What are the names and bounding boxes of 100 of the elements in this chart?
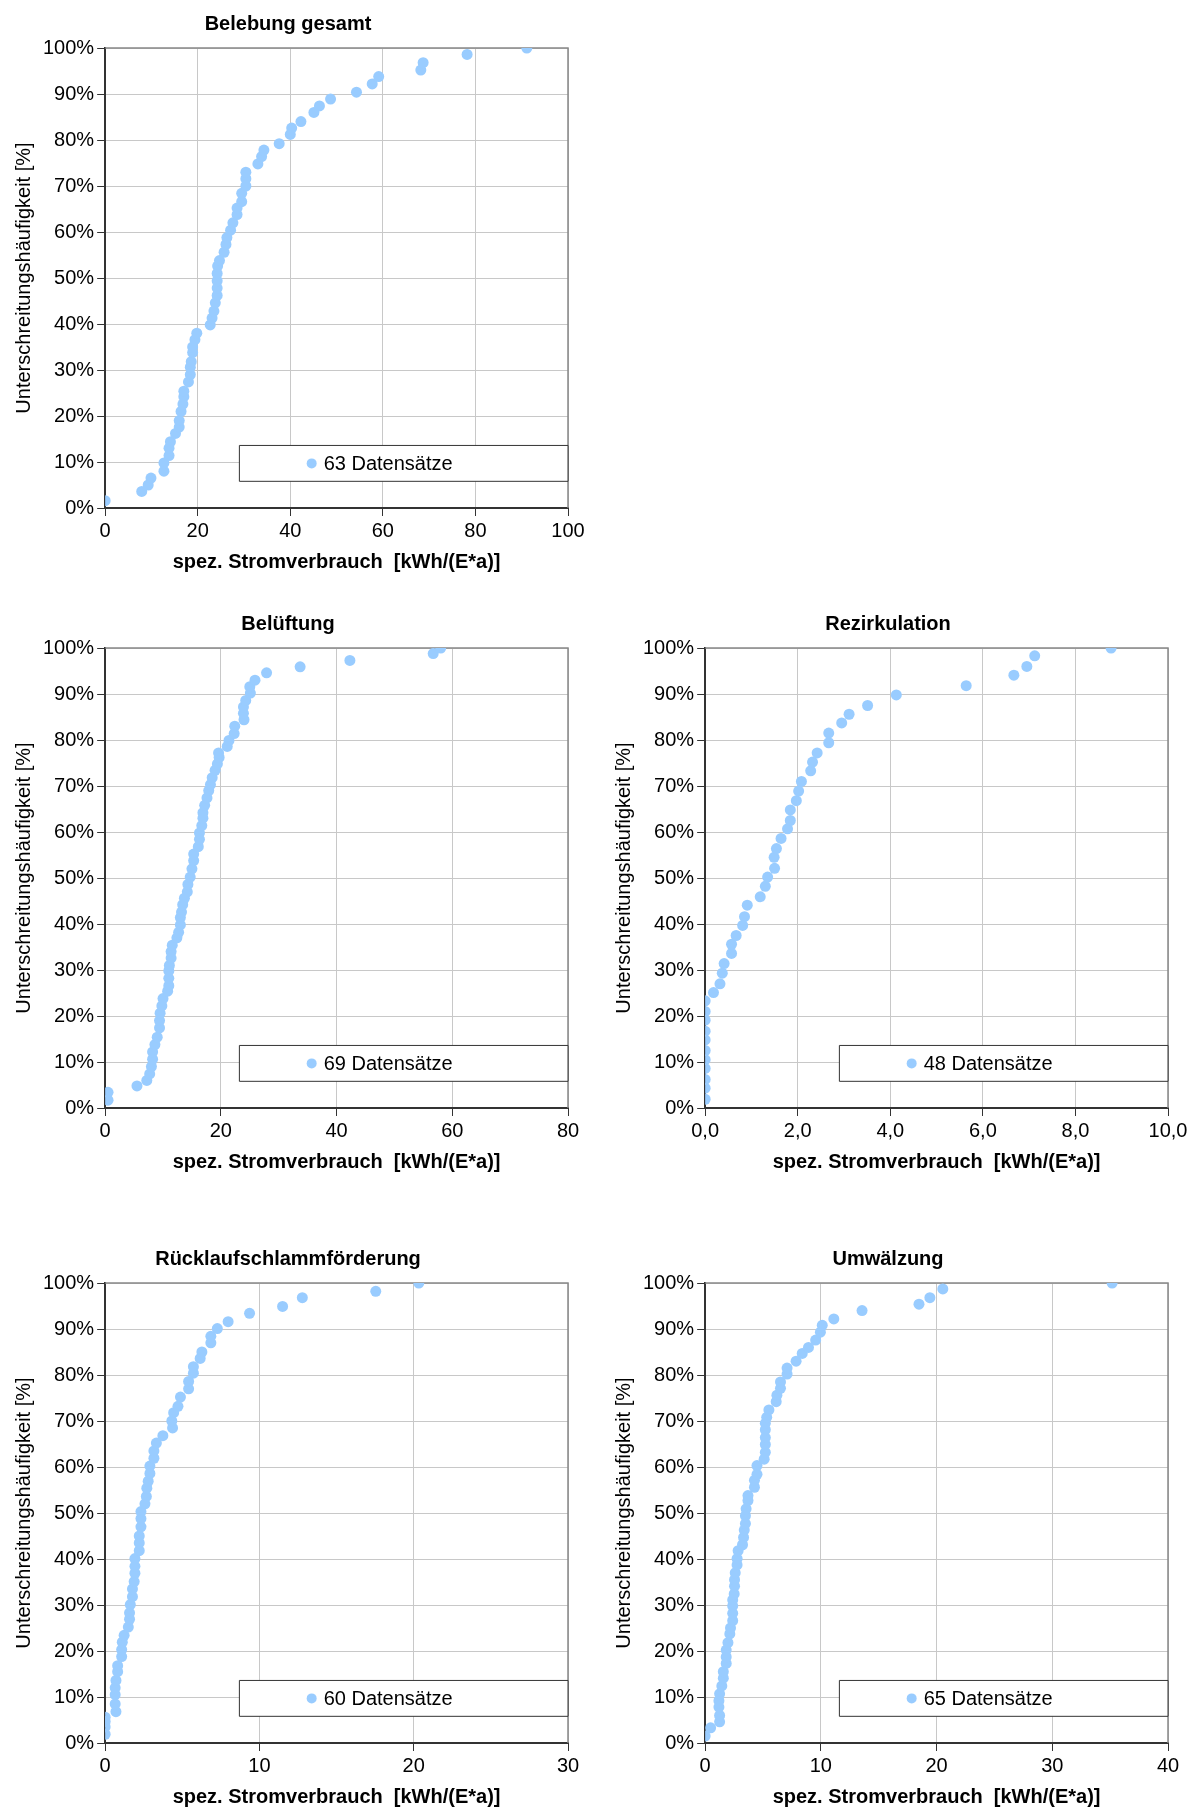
x-tick-label: 30 bbox=[556, 1753, 580, 1776]
legend-label: 65 Datensätze bbox=[923, 1686, 1053, 1709]
y-tick-label: 100% bbox=[643, 1270, 695, 1293]
x-tick-label: 60 bbox=[441, 1118, 464, 1141]
y-tick-label: 10% bbox=[654, 1684, 695, 1707]
point bbox=[823, 727, 835, 739]
y-tick-label: 100% bbox=[43, 635, 95, 658]
y-tick-label: 60% bbox=[54, 219, 95, 242]
point bbox=[811, 747, 823, 759]
y-tick-label: 30% bbox=[654, 1592, 695, 1615]
y-tick-label: 80% bbox=[54, 727, 95, 750]
point bbox=[862, 700, 874, 711]
y-tick-label: 70% bbox=[654, 773, 695, 796]
y-axis-title: Unterschreitungshäufigkeit [%] bbox=[11, 1377, 34, 1649]
y-tick-label: 0% bbox=[65, 1730, 95, 1753]
y-tick-label: 20% bbox=[54, 403, 95, 426]
y-tick-label: 50% bbox=[54, 1500, 95, 1523]
x-tick-label: 40 bbox=[1156, 1753, 1180, 1776]
y-axis-title: Unterschreitungshäufigkeit [%] bbox=[11, 142, 34, 414]
x-tick-label: 6,0 bbox=[968, 1118, 997, 1141]
point bbox=[738, 911, 750, 923]
y-tick-label: 50% bbox=[654, 865, 695, 888]
point bbox=[759, 880, 771, 892]
y-tick-label: 40% bbox=[54, 911, 95, 934]
y-tick-label: 70% bbox=[54, 173, 95, 196]
point bbox=[754, 891, 766, 903]
y-tick-label: 50% bbox=[54, 865, 95, 888]
chart-title: Umwälzung bbox=[832, 1246, 944, 1269]
x-tick-label: 20 bbox=[209, 1118, 232, 1141]
y-tick-label: 20% bbox=[654, 1638, 695, 1661]
x-tick-label: 80 bbox=[556, 1118, 580, 1141]
y-tick-label: 60% bbox=[654, 1454, 695, 1477]
y-tick-label: 50% bbox=[654, 1500, 695, 1523]
point bbox=[770, 843, 782, 855]
point bbox=[716, 967, 728, 979]
point bbox=[726, 938, 738, 950]
x-tick-label: 60 bbox=[371, 518, 394, 541]
y-tick-label: 100% bbox=[43, 35, 95, 58]
y-tick-label: 40% bbox=[54, 1546, 95, 1569]
x-tick-label: 10 bbox=[248, 1753, 271, 1776]
y-tick-label: 80% bbox=[654, 1362, 695, 1385]
x-tick-label: 2,0 bbox=[783, 1118, 812, 1141]
y-tick-label: 30% bbox=[54, 1592, 95, 1615]
point bbox=[823, 737, 835, 749]
y-tick-label: 80% bbox=[54, 1362, 95, 1385]
legend-label: 69 Datensätze bbox=[323, 1051, 453, 1074]
y-tick-label: 30% bbox=[654, 957, 695, 980]
x-tick-label: 30 bbox=[1041, 1753, 1064, 1776]
x-tick-label: 0 bbox=[699, 1753, 711, 1776]
x-tick-label: 100 bbox=[551, 518, 585, 541]
y-tick-label: 60% bbox=[54, 1454, 95, 1477]
y-axis-title: Unterschreitungshäufigkeit [%] bbox=[611, 1377, 634, 1649]
y-tick-label: 90% bbox=[54, 1316, 95, 1339]
x-axis-title: spez. Stromverbrauch [kWh/(E*a)] bbox=[772, 1149, 1101, 1172]
y-tick-label: 90% bbox=[654, 681, 695, 704]
chart-title: Rücklaufschlammförderung bbox=[155, 1246, 421, 1269]
y-tick-label: 40% bbox=[654, 911, 695, 934]
y-tick-label: 90% bbox=[654, 1316, 695, 1339]
x-tick-label: 20 bbox=[925, 1753, 948, 1776]
x-tick-label: 0 bbox=[99, 518, 111, 541]
y-tick-label: 0% bbox=[665, 1730, 695, 1753]
point bbox=[843, 708, 855, 720]
x-axis-title: spez. Stromverbrauch [kWh/(E*a)] bbox=[172, 1149, 501, 1172]
x-tick-label: 40 bbox=[325, 1118, 348, 1141]
y-tick-label: 40% bbox=[654, 1546, 695, 1569]
point bbox=[718, 958, 730, 970]
y-tick-label: 70% bbox=[54, 1408, 95, 1431]
y-tick-label: 10% bbox=[54, 1049, 95, 1072]
y-tick-label: 20% bbox=[54, 1003, 95, 1026]
point bbox=[1029, 650, 1041, 662]
y-tick-label: 70% bbox=[654, 1408, 695, 1431]
point bbox=[795, 775, 807, 787]
y-tick-label: 30% bbox=[54, 357, 95, 380]
y-tick-label: 10% bbox=[54, 449, 95, 472]
x-tick-label: 40 bbox=[279, 518, 302, 541]
y-tick-label: 50% bbox=[54, 265, 95, 288]
point bbox=[775, 832, 787, 844]
x-axis-title: spez. Stromverbrauch [kWh/(E*a)] bbox=[172, 549, 501, 572]
chart-title: Belebung gesamt bbox=[204, 11, 372, 34]
x-tick-label: 20 bbox=[402, 1753, 425, 1776]
y-tick-label: 40% bbox=[54, 311, 95, 334]
point bbox=[784, 815, 796, 826]
x-tick-label: 10 bbox=[809, 1753, 832, 1776]
legend-label: 60 Datensätze bbox=[323, 1686, 453, 1709]
point bbox=[836, 717, 848, 729]
y-tick-label: 60% bbox=[654, 819, 695, 842]
x-tick-label: 80 bbox=[464, 518, 487, 541]
x-tick-label: 10,0 bbox=[1148, 1118, 1188, 1141]
y-tick-label: 10% bbox=[654, 1049, 695, 1072]
x-tick-label: 20 bbox=[186, 518, 209, 541]
y-tick-label: 10% bbox=[54, 1684, 95, 1707]
y-tick-label: 20% bbox=[654, 1003, 695, 1026]
x-tick-label: 0,0 bbox=[691, 1118, 720, 1141]
point bbox=[807, 756, 819, 768]
y-tick-label: 0% bbox=[65, 495, 95, 518]
point bbox=[784, 804, 796, 816]
y-tick-label: 70% bbox=[54, 773, 95, 796]
point bbox=[730, 930, 742, 941]
point bbox=[707, 987, 719, 999]
y-tick-label: 90% bbox=[54, 681, 95, 704]
